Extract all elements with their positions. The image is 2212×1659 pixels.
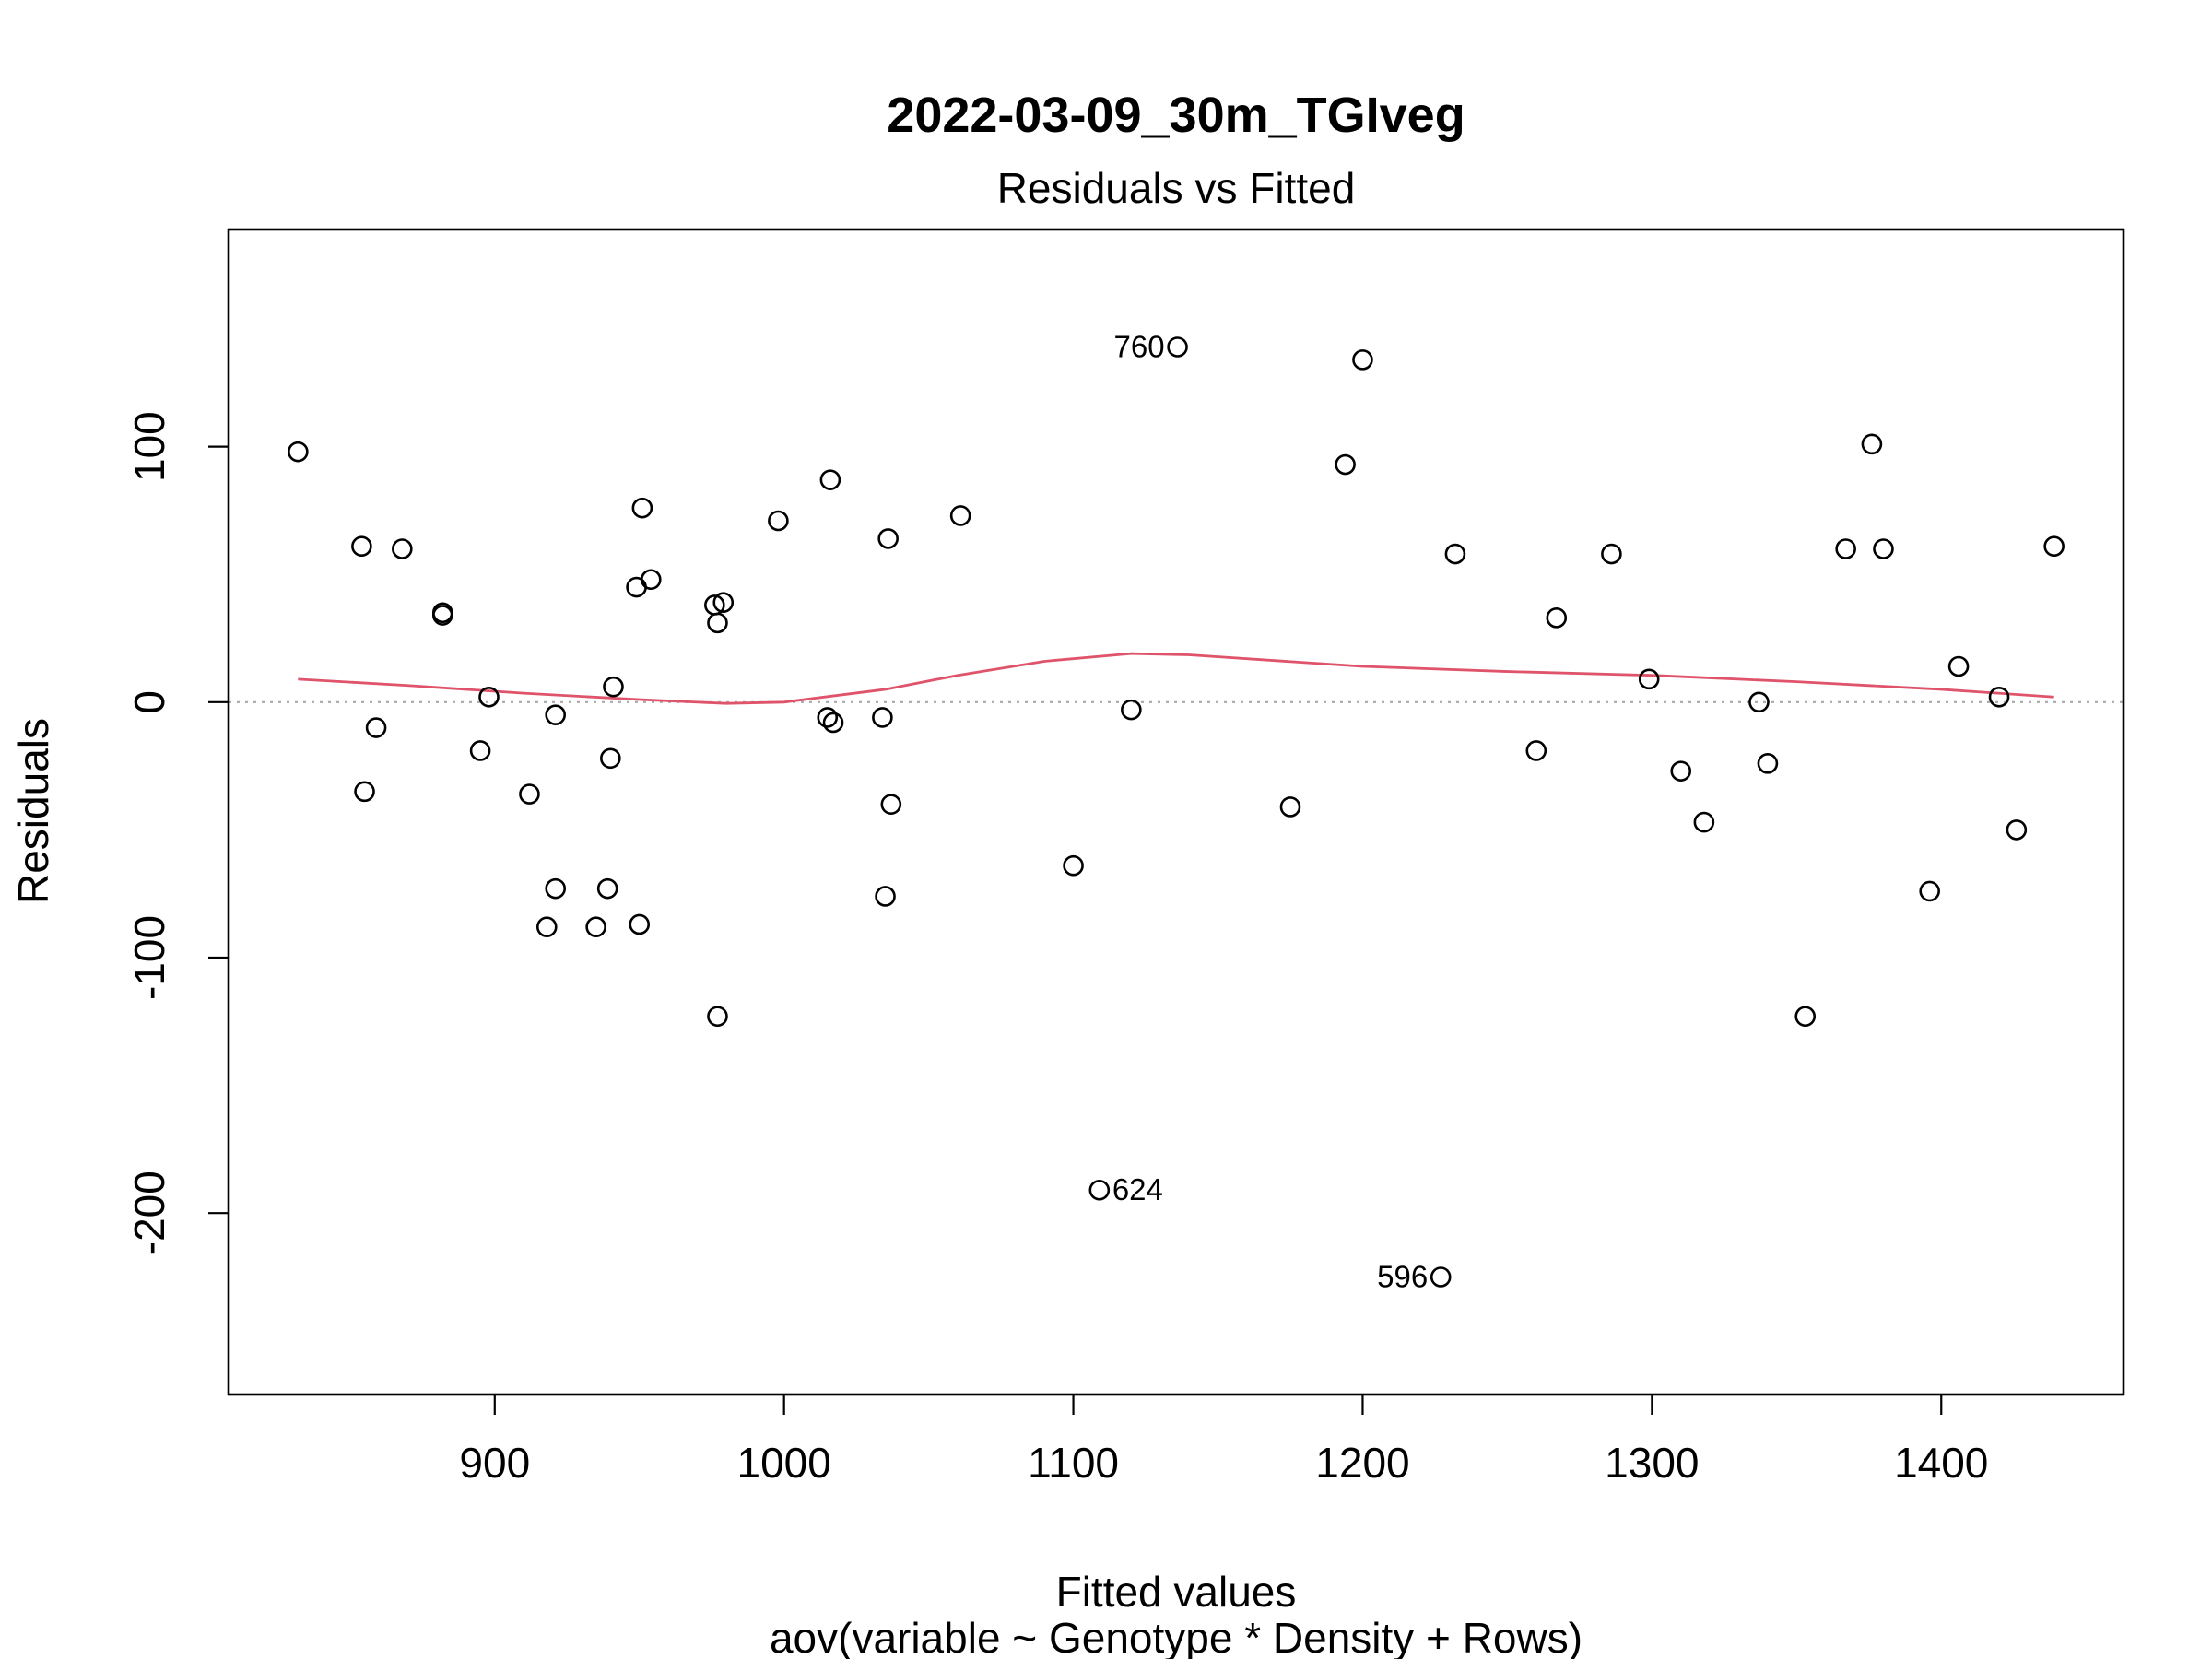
residual-point-50 xyxy=(1748,691,1770,713)
residual-point-21 xyxy=(640,569,662,591)
residual-point-1 xyxy=(288,441,309,463)
residual-point-5 xyxy=(392,538,413,559)
residual-point-7 xyxy=(431,605,453,626)
residual-point-28 xyxy=(819,469,841,490)
residual-point-9 xyxy=(478,686,500,708)
residual-point-45 xyxy=(1546,607,1568,629)
residual-point-25 xyxy=(712,592,735,614)
y-tick-label--100: -100 xyxy=(125,915,173,1000)
residual-point-24 xyxy=(707,612,728,634)
residual-point-35 xyxy=(1063,854,1084,877)
residual-point-2 xyxy=(351,535,372,558)
residual-point-10 xyxy=(519,783,540,805)
residual-point-46 xyxy=(1601,543,1622,565)
point-label-624: 624 xyxy=(1112,1172,1163,1206)
residual-point-49 xyxy=(1693,811,1715,833)
residual-point-48 xyxy=(1670,760,1692,782)
residual-point-14 xyxy=(585,916,606,938)
residual-point-17 xyxy=(603,676,624,698)
x-tick-label-1100: 1100 xyxy=(1028,1439,1119,1487)
x-tick-label-900: 900 xyxy=(459,1439,530,1487)
residual-point-44 xyxy=(1525,740,1547,761)
residual-point-12 xyxy=(545,704,566,725)
point-label-596: 596 xyxy=(1377,1259,1428,1293)
x-tick-label-1000: 1000 xyxy=(737,1439,831,1487)
residual-point-34 xyxy=(949,505,971,526)
x-axis: 900 1000 1100 1200 1300 1400 xyxy=(459,1394,1988,1487)
residual-point-42 xyxy=(1430,1266,1452,1288)
residual-point-38 xyxy=(1167,336,1188,358)
x-tick-label-1300: 1300 xyxy=(1605,1439,1699,1487)
residual-point-52 xyxy=(1794,1006,1817,1028)
residual-points xyxy=(288,336,2065,1288)
chart-title: 2022-03-09_30m_TGIveg xyxy=(887,88,1465,143)
chart-subtitle: Residuals vs Fitted xyxy=(997,164,1356,212)
y-axis: -200 -100 0 100 xyxy=(125,411,229,1255)
residual-point-27 xyxy=(817,707,839,728)
residual-point-16 xyxy=(600,747,621,770)
residual-point-31 xyxy=(875,886,896,907)
residual-point-53 xyxy=(1835,538,1856,559)
residual-point-36 xyxy=(1088,1179,1111,1201)
residual-point-20 xyxy=(631,497,653,519)
x-axis-title: Fitted values xyxy=(1056,1568,1297,1616)
x-tick-label-1400: 1400 xyxy=(1894,1439,1988,1487)
y-axis-title: Residuals xyxy=(9,718,57,904)
residual-point-15 xyxy=(596,877,618,900)
residual-point-26 xyxy=(768,510,789,532)
outlier-labels: 624 760 596 xyxy=(1112,330,1428,1294)
residual-point-19 xyxy=(629,913,651,935)
residual-point-54 xyxy=(1861,433,1883,455)
y-tick-label--200: -200 xyxy=(125,1171,173,1255)
residual-point-32 xyxy=(877,528,899,549)
residual-point-29 xyxy=(822,712,844,734)
x-tick-label-1200: 1200 xyxy=(1315,1439,1409,1487)
residual-point-60 xyxy=(2043,535,2065,558)
residual-point-41 xyxy=(1352,349,1373,371)
residual-point-13 xyxy=(545,877,566,900)
smoother-line xyxy=(298,652,2054,705)
residual-point-30 xyxy=(872,707,893,728)
residual-point-33 xyxy=(880,794,902,815)
residual-point-43 xyxy=(1444,543,1466,565)
point-label-760: 760 xyxy=(1114,330,1165,364)
residual-point-51 xyxy=(1757,753,1779,774)
residual-point-23 xyxy=(707,1006,728,1028)
residual-point-8 xyxy=(469,740,491,761)
residual-point-47 xyxy=(1638,668,1660,690)
residual-point-59 xyxy=(2006,819,2028,841)
residual-point-56 xyxy=(1919,880,1940,902)
residual-point-58 xyxy=(1988,686,2010,708)
residual-point-40 xyxy=(1335,453,1356,476)
residual-point-11 xyxy=(535,916,558,938)
residual-point-3 xyxy=(354,781,375,803)
residual-point-39 xyxy=(1279,796,1301,818)
residual-point-57 xyxy=(1947,655,1970,677)
residual-point-37 xyxy=(1121,699,1142,721)
plot-frame xyxy=(227,228,2125,1396)
residual-point-4 xyxy=(365,717,387,738)
residual-point-55 xyxy=(1873,538,1894,559)
y-tick-label-100: 100 xyxy=(125,411,173,482)
x-axis-model-formula: aov(variable ~ Genotype * Density + Rows… xyxy=(770,1614,1583,1659)
y-tick-label-0: 0 xyxy=(125,690,173,714)
